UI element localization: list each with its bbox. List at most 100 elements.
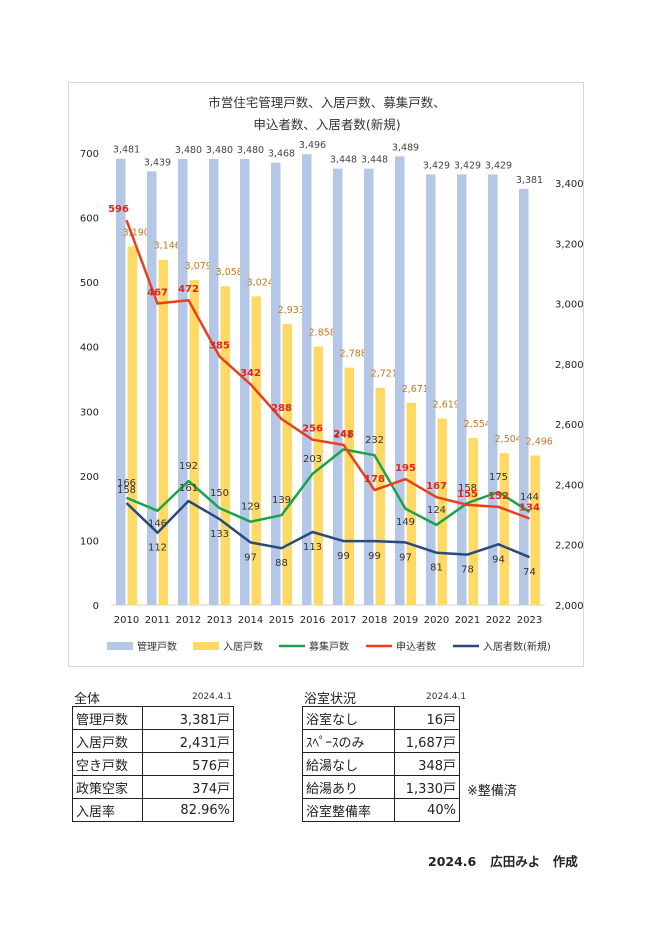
y-left-tick-label: 600 — [80, 214, 99, 225]
data-label-募集戸数: 158 — [458, 483, 477, 494]
footer-date: 2024.6 — [428, 854, 477, 869]
footer-author: 広田みよ 作成 — [490, 854, 578, 869]
bath-row-label: 浴室整備率 — [302, 798, 395, 822]
bath-table-date: 2024.4.1 — [426, 692, 467, 702]
bar-入居戸数 — [437, 418, 447, 605]
bath-row-value: 348戸 — [394, 752, 460, 776]
data-label-入居者数: 81 — [430, 563, 443, 574]
x-tick-label: 2014 — [238, 615, 263, 626]
bar-入居戸数 — [468, 438, 478, 605]
bar-入居戸数 — [220, 286, 230, 605]
chart-frame: 市営住宅管理戸数、入居戸数、募集戸数、 申込者数、入居者数(新規) 0 100 200 3… — [68, 82, 584, 667]
data-label-申込者数: 248 — [333, 429, 354, 440]
data-label-管理戸数: 3,381 — [516, 175, 543, 186]
bath-row: 浴室整備率 40% — [302, 798, 460, 822]
overall-row-value: 3,381戸 — [142, 706, 234, 730]
bar-管理戸数 — [333, 168, 343, 605]
bath-row-value: 1,687戸 — [394, 729, 460, 753]
data-label-入居戸数: 2,504 — [495, 434, 522, 445]
bar-入居戸数 — [158, 259, 168, 605]
overall-row: 入居戸数 2,431戸 — [72, 729, 234, 753]
bar-管理戸数 — [364, 168, 374, 605]
y-right-tick-label: 2,800 — [555, 360, 584, 371]
data-label-入居戸数: 2,671 — [402, 384, 429, 395]
overall-table-date: 2024.4.1 — [192, 692, 233, 702]
data-label-入居者数: 97 — [399, 552, 412, 563]
data-label-入居戸数: 2,554 — [464, 419, 491, 430]
y-left-tick-label: 100 — [80, 536, 99, 547]
data-label-管理戸数: 3,481 — [113, 145, 140, 156]
bath-table: 浴室なし 16戸 ｽﾍﾟｰｽのみ 1,687戸 給湯なし 348戸 給湯あり 1,330戸 浴室… — [302, 706, 460, 822]
y-right-tick-label: 2,400 — [555, 480, 584, 491]
y-right-tick-label: 2,600 — [555, 420, 584, 431]
overall-table-block: 全体 2024.4.1 管理戸数 3,381戸 入居戸数 2,431戸 空き戸数 576戸… — [72, 688, 234, 822]
y-right-tick-label: 3,000 — [555, 300, 584, 311]
bar-入居戸数 — [282, 323, 292, 605]
data-label-入居戸数: 3,190 — [123, 227, 150, 238]
overall-row: 政策空家 374戸 — [72, 775, 234, 799]
data-label-入居者数: 74 — [523, 567, 536, 578]
data-label-入居戸数: 3,146 — [154, 241, 181, 252]
overall-row-label: 空き戸数 — [72, 752, 143, 776]
data-label-申込者数: 155 — [457, 489, 478, 500]
overall-row-label: 政策空家 — [72, 775, 143, 799]
author-line: 2024.6 広田みよ 作成 — [428, 851, 592, 870]
data-label-入居戸数: 2,721 — [371, 369, 398, 380]
legend-申込者数-label: 申込者数 — [396, 640, 436, 653]
y-left-tick-label: 700 — [80, 149, 99, 160]
data-label-募集戸数: 124 — [427, 505, 446, 516]
data-label-管理戸数: 3,429 — [423, 160, 450, 171]
legend-管理戸数-label: 管理戸数 — [137, 640, 177, 653]
bar-入居戸数 — [189, 279, 199, 605]
bar-管理戸数 — [116, 158, 126, 605]
data-label-募集戸数: 232 — [365, 435, 384, 446]
x-tick-label: 2015 — [269, 615, 294, 626]
x-tick-label: 2011 — [145, 615, 170, 626]
x-tick-label: 2021 — [455, 615, 480, 626]
data-label-申込者数: 596 — [108, 204, 129, 215]
bar-入居戸数 — [344, 367, 354, 605]
data-label-管理戸数: 3,480 — [237, 145, 264, 156]
overall-row: 管理戸数 3,381戸 — [72, 706, 234, 730]
data-label-申込者数: 342 — [240, 368, 261, 379]
x-tick-label: 2012 — [176, 615, 201, 626]
x-tick-label: 2018 — [362, 615, 387, 626]
bath-row-value: 40% — [394, 798, 460, 822]
y-left-tick-label: 300 — [80, 407, 99, 418]
chart-title-line: 市営住宅管理戸数、入居戸数、募集戸数、 — [208, 95, 446, 110]
data-label-入居者数: 88 — [275, 558, 288, 569]
legend-入居戸数-swatch — [193, 642, 219, 650]
bath-row: ｽﾍﾟｰｽのみ 1,687戸 — [302, 729, 460, 753]
bar-管理戸数 — [178, 159, 188, 605]
bar-入居戸数 — [499, 453, 509, 605]
overall-row-label: 入居率 — [72, 798, 143, 822]
data-label-募集戸数: 150 — [210, 488, 229, 499]
data-label-入居者数: 99 — [368, 551, 381, 562]
data-label-入居戸数: 3,024 — [247, 277, 274, 288]
data-label-管理戸数: 3,429 — [485, 160, 512, 171]
bar-管理戸数 — [240, 159, 250, 605]
bath-row: 給湯あり 1,330戸 — [302, 775, 460, 799]
data-label-入居戸数: 2,858 — [309, 327, 336, 338]
data-label-募集戸数: 146 — [148, 519, 167, 530]
bath-row-label: ｽﾍﾟｰｽのみ — [302, 729, 395, 753]
x-tick-label: 2023 — [517, 615, 542, 626]
x-tick-label: 2010 — [114, 615, 139, 626]
bar-入居戸数 — [406, 402, 416, 605]
y-right-tick-label: 3,200 — [555, 239, 584, 250]
y-right-tick-label: 2,000 — [555, 601, 584, 612]
y-left-tick-label: 500 — [80, 278, 99, 289]
bar-管理戸数 — [302, 154, 312, 605]
data-label-申込者数: 288 — [271, 403, 292, 414]
data-label-申込者数: 256 — [302, 424, 323, 435]
data-label-管理戸数: 3,448 — [361, 155, 388, 166]
data-label-募集戸数: 175 — [489, 472, 508, 483]
bath-row-value: 16戸 — [394, 706, 460, 730]
data-label-入居者数: 78 — [461, 565, 474, 576]
data-label-入居戸数: 2,496 — [526, 437, 553, 448]
y-right-tick-label: 3,400 — [555, 179, 584, 190]
overall-row-value: 2,431戸 — [142, 729, 234, 753]
data-label-管理戸数: 3,496 — [299, 140, 326, 151]
data-label-申込者数: 134 — [519, 502, 540, 513]
x-tick-label: 2019 — [393, 615, 418, 626]
